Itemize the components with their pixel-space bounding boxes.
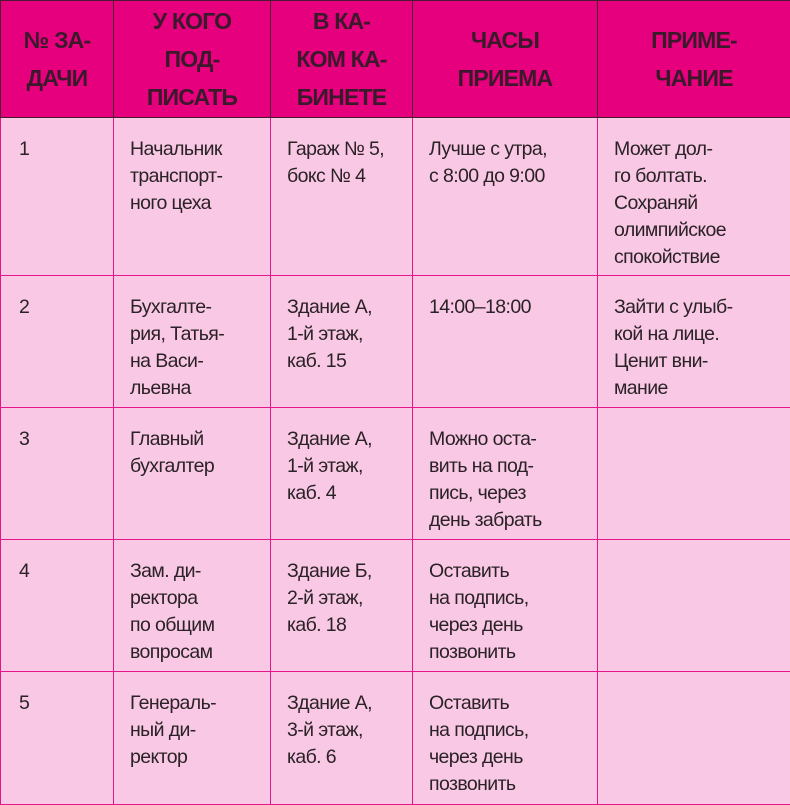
- header-hours: ЧАСЫ ПРИЕМА: [413, 1, 598, 118]
- header-task-number: № ЗА- ДАЧИ: [1, 1, 114, 118]
- header-who-signs: У КОГО ПОД- ПИСАТЬ: [114, 1, 271, 118]
- task-number-cell: 5: [1, 672, 114, 805]
- hours-cell: Лучше с утра, с 8:00 до 9:00: [413, 118, 598, 276]
- header-note: ПРИМЕ- ЧАНИЕ: [598, 1, 790, 118]
- note-cell: Может дол- го болтать. Сохраняй олимпийс…: [598, 118, 790, 276]
- note-cell: [598, 540, 790, 672]
- who-signs-cell: Зам. ди- ректора по общим вопросам: [114, 540, 271, 672]
- task-number-cell: 1: [1, 118, 114, 276]
- hours-cell: Можно оста- вить на под- пись, через ден…: [413, 408, 598, 540]
- office-cell: Здание А, 3-й этаж, каб. 6: [271, 672, 413, 805]
- hours-cell: Оставить на подпись, через день позвонит…: [413, 540, 598, 672]
- header-row: № ЗА- ДАЧИ У КОГО ПОД- ПИСАТЬ В КА- КОМ …: [1, 1, 790, 118]
- task-number-cell: 3: [1, 408, 114, 540]
- office-cell: Здание А, 1-й этаж, каб. 15: [271, 276, 413, 408]
- note-cell: [598, 408, 790, 540]
- who-signs-cell: Начальник транспорт- ного цеха: [114, 118, 271, 276]
- who-signs-cell: Бухгалте- рия, Татья- на Васи- льевна: [114, 276, 271, 408]
- who-signs-cell: Генераль- ный ди- ректор: [114, 672, 271, 805]
- office-cell: Здание Б, 2-й этаж, каб. 18: [271, 540, 413, 672]
- note-cell: [598, 672, 790, 805]
- task-number-cell: 2: [1, 276, 114, 408]
- hours-cell: Оставить на подпись, через день позвонит…: [413, 672, 598, 805]
- who-signs-cell: Главный бухгалтер: [114, 408, 271, 540]
- hours-cell: 14:00–18:00: [413, 276, 598, 408]
- header-office: В КА- КОМ КА- БИНЕТЕ: [271, 1, 413, 118]
- task-number-cell: 4: [1, 540, 114, 672]
- office-cell: Гараж № 5, бокс № 4: [271, 118, 413, 276]
- note-cell: Зайти с улыб- кой на лице. Ценит вни- ма…: [598, 276, 790, 408]
- office-cell: Здание А, 1-й этаж, каб. 4: [271, 408, 413, 540]
